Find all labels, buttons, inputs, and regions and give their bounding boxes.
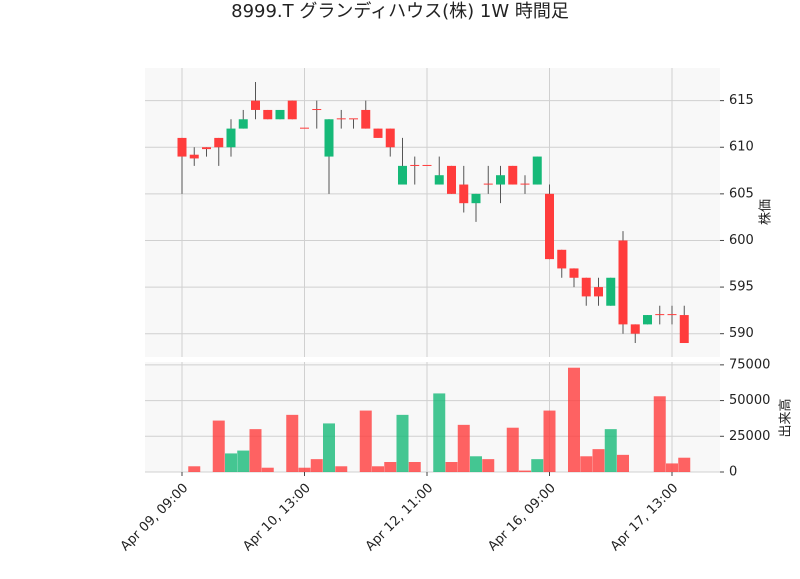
candle-body	[177, 137, 187, 157]
volume-bar	[678, 457, 691, 472]
volume-tick-label: 50000	[729, 393, 770, 408]
y-tick-label: 590	[729, 326, 754, 341]
y-tick-label: 595	[729, 280, 754, 295]
volume-bar	[212, 420, 225, 472]
candle-body	[557, 249, 567, 269]
volume-bar	[372, 466, 384, 472]
y-tick-label: 605	[729, 186, 754, 201]
volume-tick-label: 0	[729, 465, 737, 480]
candle-body	[251, 100, 260, 110]
volume-bar	[323, 423, 335, 472]
volume-bar	[617, 454, 629, 472]
volume-tick-label: 75000	[729, 357, 770, 372]
x-tick-label: Apr 17, 13:00	[608, 481, 681, 554]
y-tick-label: 615	[729, 93, 754, 108]
volume-bar	[482, 459, 495, 472]
candle-body	[410, 164, 420, 166]
candle-body	[679, 315, 689, 344]
candle-body	[606, 277, 616, 306]
candle-body	[447, 165, 456, 194]
candle-body	[324, 119, 334, 157]
candle-body	[349, 118, 358, 120]
volume-bar	[359, 410, 372, 472]
candle-body	[361, 109, 371, 129]
candle-body	[385, 128, 395, 148]
volume-tick-label: 25000	[729, 429, 770, 444]
candle-body	[508, 165, 518, 185]
candle-body	[214, 137, 224, 148]
candle-body	[569, 268, 579, 278]
candle-body	[398, 165, 407, 185]
chart-title: 8999.T グランディハウス(株) 1W 時間足	[231, 1, 569, 22]
volume-bar	[580, 456, 593, 472]
volume-bar	[543, 410, 556, 472]
y-tick-label: 600	[729, 233, 754, 248]
volume-bar	[225, 453, 237, 472]
candle-body	[594, 287, 603, 297]
volume-axis-label: 出来高	[778, 398, 794, 437]
y-axis-label: 株価	[759, 199, 774, 225]
candle-body	[520, 183, 530, 185]
volume-bar	[445, 462, 458, 472]
x-tick-label: Apr 12, 11:00	[363, 481, 436, 554]
candle-body	[189, 154, 199, 159]
candle-body	[226, 128, 236, 148]
candle-body	[496, 175, 505, 185]
volume-bar	[396, 414, 409, 472]
candle-body	[275, 109, 285, 120]
volume-bar	[237, 450, 250, 472]
candle-body	[655, 314, 665, 316]
volume-bar	[249, 429, 262, 472]
volume-bar	[433, 393, 446, 472]
volume-bar	[261, 467, 274, 472]
candle-body	[459, 184, 469, 204]
y-tick-label: 610	[729, 140, 754, 155]
candle-body	[287, 100, 297, 120]
candle-body	[581, 277, 591, 297]
volume-bar	[653, 396, 666, 472]
volume-bar	[506, 427, 519, 472]
volume-bar	[457, 424, 470, 472]
volume-bar	[298, 467, 311, 472]
candle-body	[471, 193, 481, 204]
volume-bar	[568, 367, 580, 472]
volume-bar	[666, 463, 678, 472]
candle-body	[532, 156, 542, 185]
volume-bar	[310, 459, 323, 472]
candle-body	[336, 118, 346, 120]
volume-bar	[470, 456, 482, 472]
volume-bar	[408, 462, 421, 472]
candle-body	[545, 193, 554, 260]
candle-body	[263, 109, 273, 120]
volume-bar	[335, 466, 348, 472]
candle-body	[483, 183, 493, 185]
candle-body	[667, 314, 677, 316]
candle-body	[373, 128, 383, 138]
volume-bar	[592, 449, 605, 472]
x-tick-label: Apr 10, 13:00	[240, 481, 313, 554]
candle-body	[300, 127, 309, 129]
candle-body	[618, 240, 628, 325]
volume-bar	[531, 459, 544, 472]
volume-bar	[519, 470, 531, 472]
candle-body	[630, 324, 640, 334]
candle-body	[422, 164, 432, 166]
candle-body	[238, 119, 248, 129]
volume-bar	[384, 462, 397, 472]
candle-body	[434, 175, 444, 185]
volume-bar	[286, 414, 299, 472]
x-tick-label: Apr 16, 09:00	[485, 481, 558, 554]
price-panel	[145, 68, 720, 357]
volume-bar	[188, 466, 201, 472]
candle-body	[643, 315, 652, 325]
candle-body	[202, 147, 211, 150]
x-tick-label: Apr 09, 09:00	[118, 481, 191, 554]
candle-body	[312, 109, 322, 111]
volume-bar	[604, 429, 617, 472]
